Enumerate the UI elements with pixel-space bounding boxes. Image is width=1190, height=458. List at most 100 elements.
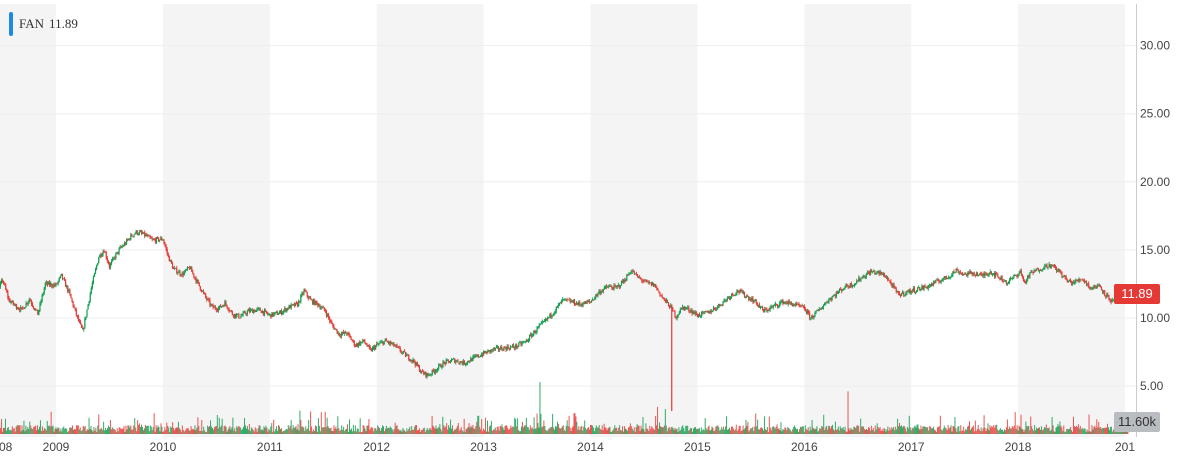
candle-body (1092, 287, 1094, 289)
volume-bar (140, 426, 142, 434)
candle-body (780, 301, 782, 303)
candle-body (1027, 275, 1029, 280)
candle-body (1016, 275, 1018, 277)
candle-body (829, 298, 831, 300)
candle-body (457, 360, 459, 363)
volume-bar (606, 430, 608, 434)
volume-bar (480, 429, 482, 434)
candle-body (967, 272, 969, 276)
volume-bar (759, 429, 761, 434)
volume-bar (816, 426, 818, 434)
volume-bar (344, 431, 346, 434)
candle-body (318, 305, 320, 307)
volume-bar (775, 426, 777, 434)
volume-bar (516, 426, 518, 434)
candle-body (964, 273, 966, 275)
candle-body (1018, 273, 1020, 274)
candle-body (944, 276, 947, 278)
volume-bar (152, 426, 154, 434)
candle-body (861, 276, 863, 279)
volume-bar (784, 427, 786, 434)
volume-bar (333, 425, 335, 434)
candle-body (666, 300, 669, 303)
volume-bar (1072, 431, 1074, 434)
volume-bar (298, 430, 300, 434)
volume-bar (513, 426, 515, 434)
volume-bar (998, 430, 1000, 434)
candle-body (167, 253, 169, 257)
candle-body (822, 305, 825, 308)
candle-body (949, 277, 951, 278)
volume-bar (303, 427, 305, 434)
candle-body (146, 234, 148, 237)
candle-body (32, 306, 35, 309)
volume-bar (1027, 426, 1029, 434)
candle-body (957, 270, 959, 274)
volume-bar (917, 424, 919, 434)
legend-value: 11.89 (49, 16, 78, 31)
candle-body (357, 342, 360, 347)
volume-bar (426, 427, 428, 434)
candle-body (114, 257, 116, 259)
candle-body (801, 305, 803, 307)
volume-bar (931, 428, 933, 434)
candle-body (985, 273, 987, 275)
volume-bar (232, 417, 234, 434)
volume-bar (655, 416, 657, 434)
volume-bar (1034, 425, 1036, 434)
candle-body (1055, 267, 1058, 271)
candle-body (245, 313, 247, 315)
volume-bar (992, 427, 994, 434)
candle-body (631, 271, 633, 273)
candle-body (559, 302, 562, 304)
candle-body (217, 308, 220, 311)
candle-body (294, 302, 297, 307)
candle-body (935, 280, 937, 283)
volume-bar (11, 426, 13, 434)
volume-bar (630, 426, 632, 434)
candle-body (401, 352, 403, 353)
volume-bar (997, 429, 999, 434)
candle-body (503, 347, 505, 351)
candle-body (909, 289, 911, 294)
candle-body (962, 273, 965, 275)
volume-bar (860, 418, 862, 434)
volume-bar (191, 429, 193, 434)
volume-bar (713, 431, 715, 434)
volume-bar (947, 425, 949, 434)
volume-bar (35, 425, 37, 434)
candle-body (520, 342, 522, 345)
candle-body (1066, 279, 1068, 283)
volume-bar (408, 428, 410, 434)
candle-body (556, 306, 558, 307)
candle-body (1070, 281, 1073, 285)
candle-body (174, 268, 176, 269)
candle-body (1001, 276, 1003, 281)
candle-body (785, 301, 787, 304)
volume-bar (879, 426, 881, 434)
volume-bar (23, 420, 25, 434)
candle-body (960, 272, 963, 274)
volume-bar (801, 426, 803, 434)
series-legend[interactable]: FAN 11.89 (9, 12, 78, 36)
candle-body (983, 273, 985, 276)
volume-bar (624, 426, 626, 434)
volume-bar (960, 425, 962, 434)
volume-bar (1109, 426, 1111, 434)
volume-bar (687, 425, 689, 434)
candle-body (67, 285, 69, 292)
volume-bar (558, 427, 560, 434)
volume-bar (225, 426, 227, 434)
volume-bar (933, 426, 935, 434)
candle-body (6, 289, 8, 293)
candle-body (827, 302, 829, 304)
volume-bar (910, 430, 912, 434)
candle-body (842, 289, 844, 292)
volume-bar (387, 427, 389, 434)
volume-bar (778, 428, 780, 434)
candle-body (74, 307, 76, 310)
volume-bar (977, 425, 979, 434)
volume-bar (224, 425, 226, 434)
volume-bar (87, 430, 89, 434)
candle-body (264, 310, 267, 312)
